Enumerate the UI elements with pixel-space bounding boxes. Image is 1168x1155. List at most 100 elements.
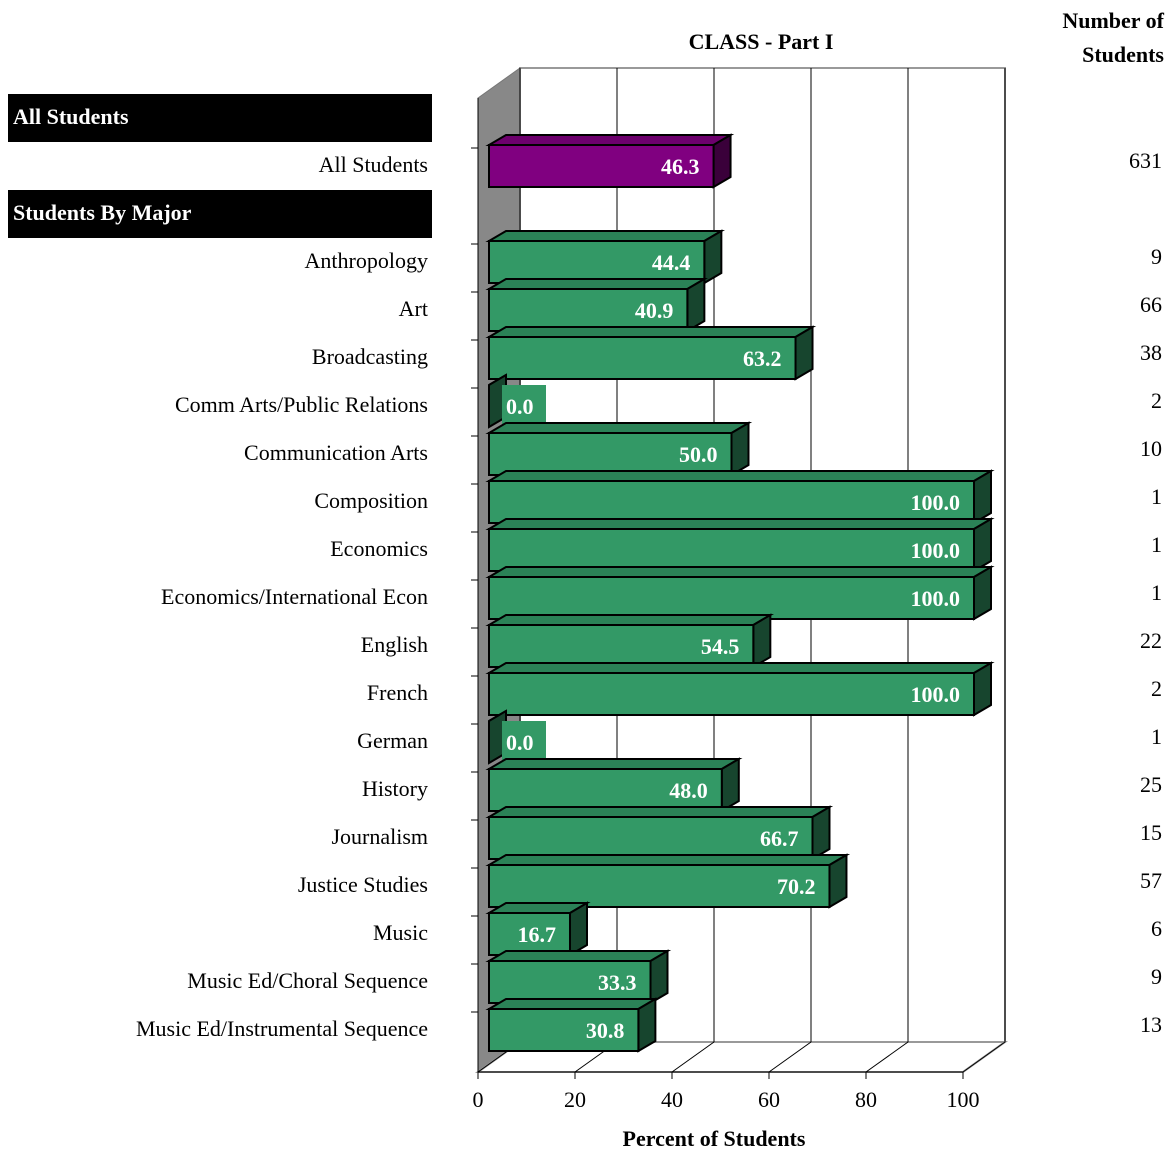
- value-label-bg: [502, 385, 546, 427]
- bar-side: [973, 565, 992, 621]
- bar: [488, 816, 814, 860]
- bar-top: [485, 998, 660, 1010]
- bar: [488, 432, 733, 476]
- category-label: History: [362, 776, 428, 801]
- category-label: Comm Arts/Public Relations: [175, 392, 428, 417]
- category-label: Art: [399, 296, 428, 321]
- category-label: Music Ed/Instrumental Sequence: [136, 1016, 428, 1041]
- category-label: German: [357, 728, 428, 753]
- value-label: 33.3: [598, 970, 637, 995]
- value-label: 40.9: [635, 298, 674, 323]
- bar-top: [485, 662, 995, 674]
- category-label: All Students: [319, 152, 428, 177]
- category-label: Broadcasting: [312, 344, 428, 369]
- bar-side: [752, 613, 772, 669]
- bar-top: [485, 614, 774, 626]
- bar: [488, 480, 975, 524]
- bar-top: [485, 326, 817, 338]
- bar-side: [637, 997, 657, 1053]
- count-label: 1: [1151, 580, 1162, 605]
- bar: [488, 288, 689, 332]
- x-tick-label: 0: [473, 1087, 484, 1112]
- category-label: Anthropology: [305, 248, 428, 273]
- count-label: 66: [1140, 292, 1162, 317]
- category-label: Journalism: [331, 824, 428, 849]
- value-label-bg: [502, 721, 546, 763]
- count-label: 1: [1151, 724, 1162, 749]
- bar-side: [973, 661, 992, 717]
- category-label: Composition: [314, 488, 428, 513]
- section-title: Students By Major: [13, 200, 192, 225]
- bar-side: [828, 853, 848, 909]
- x-tick-label: 40: [661, 1087, 683, 1112]
- value-label: 46.3: [661, 154, 700, 179]
- bar-side: [720, 757, 740, 813]
- value-label: 30.8: [586, 1018, 625, 1043]
- x-tick-label: 100: [947, 1087, 980, 1112]
- count-label: 2: [1151, 388, 1162, 413]
- bar: [488, 768, 723, 812]
- bar-top: [485, 422, 753, 434]
- bar-side: [973, 469, 992, 525]
- bar: [488, 336, 797, 380]
- bar-side: [712, 133, 732, 189]
- value-label: 70.2: [777, 874, 816, 899]
- value-label: 66.7: [760, 826, 799, 851]
- bar-top: [485, 134, 735, 146]
- count-label: 1: [1151, 532, 1162, 557]
- bar: [488, 624, 755, 668]
- count-label: 1: [1151, 484, 1162, 509]
- x-tick-label: 60: [758, 1087, 780, 1112]
- count-label: 6: [1151, 916, 1162, 941]
- value-label: 63.2: [743, 346, 782, 371]
- value-label: 54.5: [701, 634, 740, 659]
- value-label: 100.0: [911, 490, 961, 515]
- value-label: 44.4: [652, 250, 691, 275]
- count-label: 13: [1140, 1012, 1162, 1037]
- bar-side: [794, 325, 814, 381]
- x-tick-label: 80: [855, 1087, 877, 1112]
- bar-side: [973, 517, 992, 573]
- bar-top: [485, 518, 995, 530]
- bar-side: [730, 421, 750, 477]
- chart-title: CLASS - Part I: [689, 29, 834, 54]
- count-label: 25: [1140, 772, 1162, 797]
- count-label: 15: [1140, 820, 1162, 845]
- value-label: 100.0: [911, 682, 961, 707]
- value-label: 48.0: [669, 778, 708, 803]
- value-label: 100.0: [911, 586, 961, 611]
- category-label: Music: [373, 920, 428, 945]
- grid-line: [671, 1041, 715, 1073]
- section-title: All Students: [13, 104, 129, 129]
- category-label: Justice Studies: [298, 872, 428, 897]
- bar: [488, 1008, 640, 1052]
- bar-top: [485, 470, 995, 482]
- category-label: Music Ed/Choral Sequence: [187, 968, 428, 993]
- value-label: 0.0: [506, 730, 534, 755]
- count-label: 38: [1140, 340, 1162, 365]
- bar: [488, 144, 715, 188]
- bar: [488, 672, 975, 716]
- category-label: Economics: [330, 536, 428, 561]
- bar-side: [703, 229, 723, 285]
- bar-side: [568, 901, 588, 957]
- count-label: 631: [1129, 148, 1162, 173]
- grid-line: [962, 1041, 1006, 1073]
- count-label: 10: [1140, 436, 1162, 461]
- value-label: 0.0: [506, 394, 534, 419]
- bar-side: [811, 805, 831, 861]
- bar-side: [686, 277, 706, 333]
- x-tick-label: 20: [564, 1087, 586, 1112]
- value-label: 100.0: [911, 538, 961, 563]
- bar: [488, 576, 975, 620]
- bar-top: [485, 806, 834, 818]
- bar-top: [485, 230, 726, 242]
- value-label: 50.0: [679, 442, 718, 467]
- bar-top: [485, 278, 709, 290]
- category-label: French: [367, 680, 428, 705]
- count-label: 22: [1140, 628, 1162, 653]
- category-label: Communication Arts: [244, 440, 428, 465]
- count-label: 57: [1140, 868, 1162, 893]
